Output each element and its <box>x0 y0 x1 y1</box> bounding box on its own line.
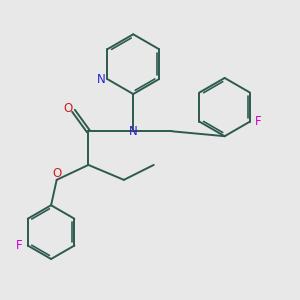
Text: N: N <box>129 125 138 138</box>
Text: N: N <box>97 73 106 85</box>
Text: F: F <box>255 115 261 128</box>
Text: O: O <box>52 167 61 180</box>
Text: F: F <box>16 239 23 252</box>
Text: O: O <box>64 102 73 115</box>
